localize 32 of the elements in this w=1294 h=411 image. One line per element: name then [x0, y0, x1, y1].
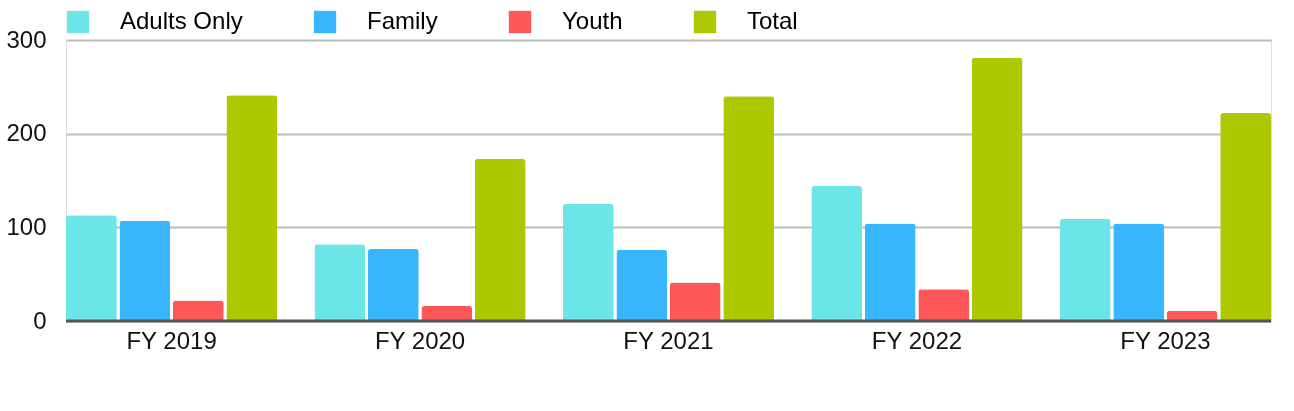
bar — [367, 248, 419, 321]
bar — [616, 249, 668, 321]
bar — [172, 300, 224, 321]
bar — [1113, 223, 1165, 321]
bar — [918, 289, 970, 321]
bar — [66, 215, 117, 321]
bar — [971, 57, 1023, 321]
y-tick-label: 0 — [33, 306, 47, 334]
bar — [421, 306, 473, 321]
bar — [474, 158, 526, 321]
bar — [811, 186, 863, 321]
bar — [864, 223, 916, 321]
y-tick-label: 200 — [6, 119, 47, 147]
y-tick-label: 100 — [6, 212, 47, 240]
bar — [1220, 113, 1271, 321]
bar — [314, 244, 366, 321]
legend-label: Youth — [562, 7, 623, 34]
x-tick-label: FY 2019 — [126, 326, 217, 354]
bar — [723, 96, 775, 321]
y-tick-label: 300 — [6, 25, 47, 53]
bar — [562, 203, 614, 321]
bar — [119, 220, 171, 321]
bar — [226, 95, 278, 321]
legend-label: Adults Only — [120, 7, 243, 34]
x-tick-label: FY 2021 — [623, 326, 714, 354]
x-tick-label: FY 2022 — [871, 326, 963, 354]
x-tick-label: FY 2023 — [1120, 326, 1211, 354]
legend-label: Family — [367, 7, 438, 34]
x-tick-label: FY 2020 — [374, 326, 466, 354]
bar — [1059, 218, 1111, 321]
legend-label: Total — [747, 7, 798, 34]
bar — [669, 282, 721, 321]
